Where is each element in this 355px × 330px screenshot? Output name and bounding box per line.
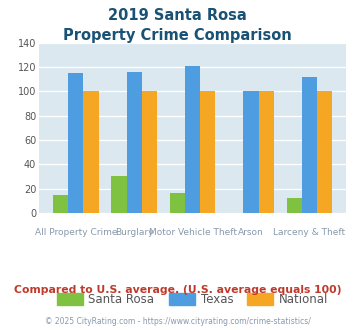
Bar <box>53 195 68 213</box>
Text: Motor Vehicle Theft: Motor Vehicle Theft <box>149 228 236 237</box>
Bar <box>286 198 302 213</box>
Bar <box>170 193 185 213</box>
Bar <box>200 91 215 213</box>
Bar <box>244 91 258 213</box>
Bar <box>142 91 157 213</box>
Text: 2019 Santa Rosa: 2019 Santa Rosa <box>108 8 247 23</box>
Bar <box>317 91 332 213</box>
Text: Burglary: Burglary <box>115 228 153 237</box>
Text: All Property Crime: All Property Crime <box>34 228 117 237</box>
Bar <box>302 77 317 213</box>
Text: © 2025 CityRating.com - https://www.cityrating.com/crime-statistics/: © 2025 CityRating.com - https://www.city… <box>45 317 310 326</box>
Text: Arson: Arson <box>238 228 264 237</box>
Bar <box>68 73 83 213</box>
Text: Larceny & Theft: Larceny & Theft <box>273 228 345 237</box>
Bar <box>185 66 200 213</box>
Legend: Santa Rosa, Texas, National: Santa Rosa, Texas, National <box>52 288 333 311</box>
Text: Compared to U.S. average. (U.S. average equals 100): Compared to U.S. average. (U.S. average … <box>14 285 341 295</box>
Bar <box>83 91 99 213</box>
Bar <box>258 91 274 213</box>
Bar <box>127 72 142 213</box>
Text: Property Crime Comparison: Property Crime Comparison <box>63 28 292 43</box>
Bar <box>111 177 127 213</box>
